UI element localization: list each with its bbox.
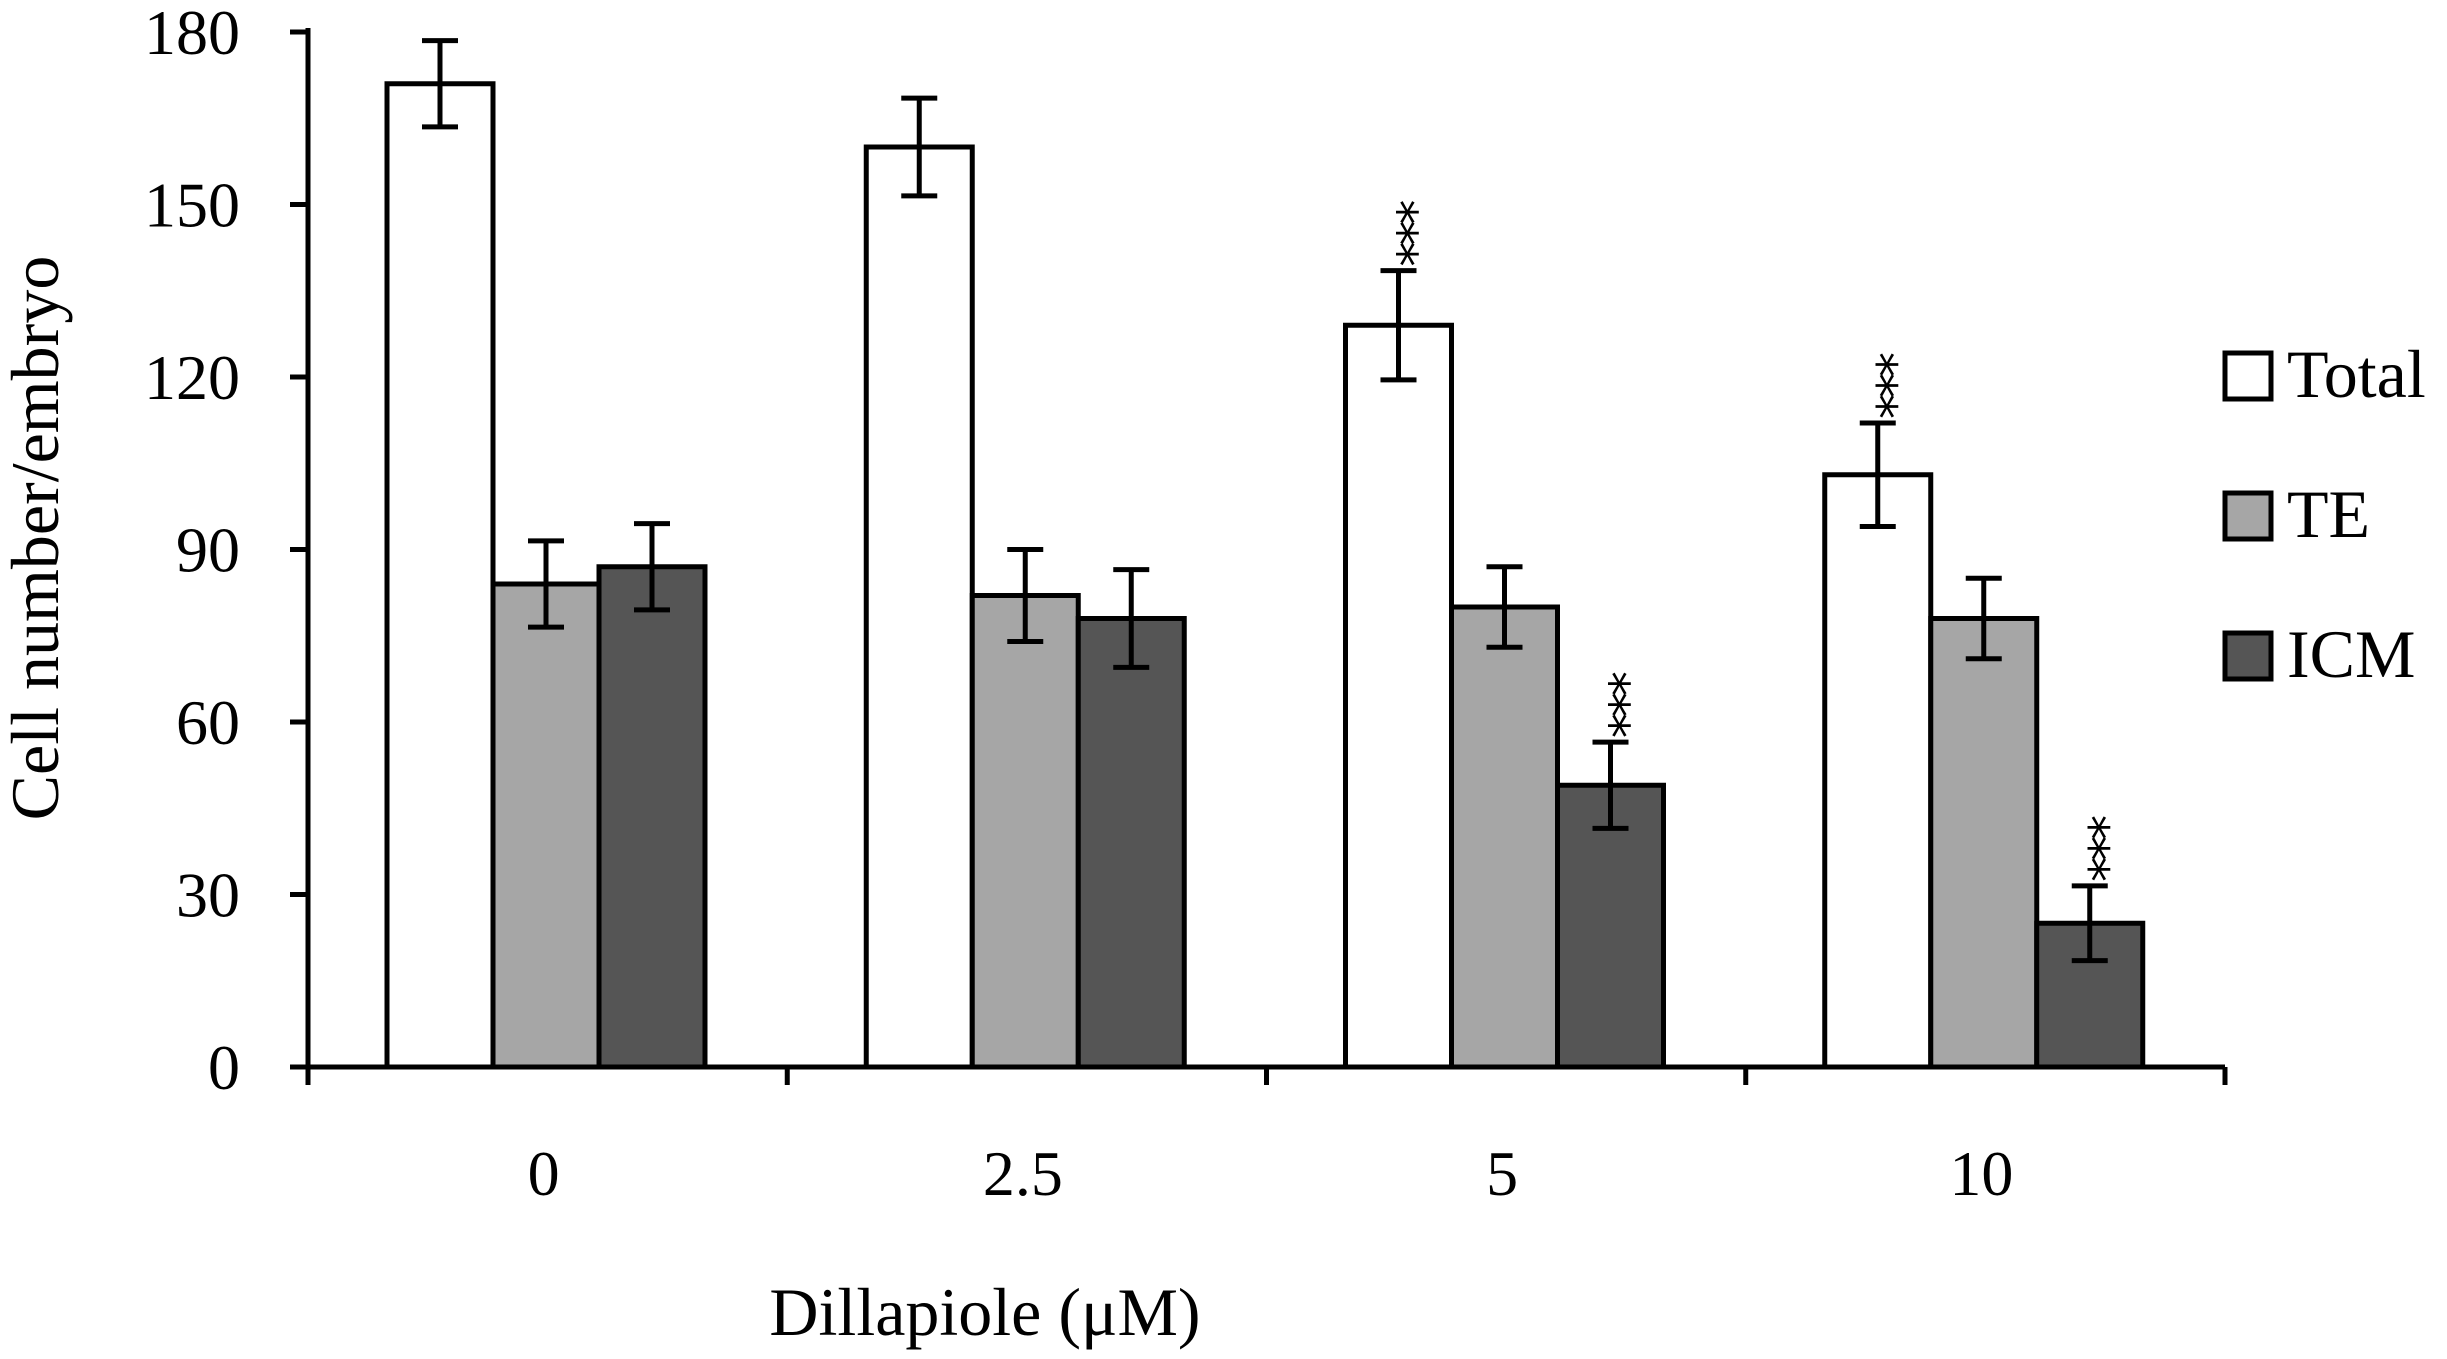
legend-swatch-total — [2222, 350, 2274, 402]
axes — [290, 28, 2228, 1085]
bar-icm-0 — [596, 564, 708, 1070]
bar-icm-3 — [2034, 920, 2146, 1070]
bar-te-0 — [490, 581, 602, 1070]
legend-swatch-icm — [2222, 630, 2274, 682]
significance-text-total-3: *** — [1849, 352, 1907, 418]
y-tick-label-150: 150 — [144, 170, 240, 241]
y-tick-label-90: 90 — [176, 515, 240, 586]
y-axis-label: Cell number/embryo — [0, 256, 73, 821]
legend-label-icm: ICM — [2287, 616, 2415, 692]
legend-swatch-te — [2222, 490, 2274, 542]
significance-text-icm-3: *** — [2061, 815, 2119, 881]
y-tick-label-180: 180 — [144, 0, 240, 68]
legend-item-total: Total — [2222, 336, 2426, 412]
x-axis-label: Dillapiole (μM) — [769, 1274, 1200, 1350]
plot-area: *** *** *** *** — [384, 38, 2146, 1070]
legend-item-te: TE — [2222, 476, 2370, 552]
bar-icm-1 — [1075, 616, 1187, 1070]
y-tick-labels: 0 30 60 90 120 150 180 — [144, 0, 240, 1103]
bar-te-1 — [969, 593, 1081, 1070]
significance-text-total-2: *** — [1370, 200, 1428, 266]
y-tick-label-0: 0 — [208, 1032, 240, 1103]
bar-icm-2 — [1555, 782, 1666, 1070]
bar-total-0 — [384, 81, 496, 1070]
legend-label-te: TE — [2287, 476, 2370, 552]
bar-total-2 — [1343, 322, 1454, 1070]
bar-te-2 — [1449, 604, 1560, 1070]
y-tick-label-120: 120 — [144, 342, 240, 413]
significance-marker-total-3: *** — [1849, 352, 1907, 418]
y-tick-label-30: 30 — [176, 860, 240, 931]
x-tick-label-1: 2.5 — [983, 1138, 1063, 1209]
x-tick-label-3: 10 — [1949, 1138, 2013, 1209]
bar-te-3 — [1928, 616, 2040, 1070]
x-tick-label-0: 0 — [528, 1138, 560, 1209]
bar-total-1 — [863, 144, 975, 1070]
legend-item-icm: ICM — [2222, 616, 2415, 692]
x-tick-label-2: 5 — [1486, 1138, 1518, 1209]
significance-text-icm-2: *** — [1582, 671, 1640, 737]
x-tick-labels: 0 2.5 5 10 — [528, 1138, 2014, 1209]
significance-marker-icm-3: *** — [2061, 815, 2119, 881]
y-tick-label-60: 60 — [176, 687, 240, 758]
bar-total-3 — [1822, 472, 1934, 1070]
significance-marker-total-2: *** — [1370, 200, 1428, 266]
legend-label-total: Total — [2287, 336, 2426, 412]
significance-marker-icm-2: *** — [1582, 671, 1640, 737]
legend: Total TE ICM — [2222, 336, 2426, 692]
